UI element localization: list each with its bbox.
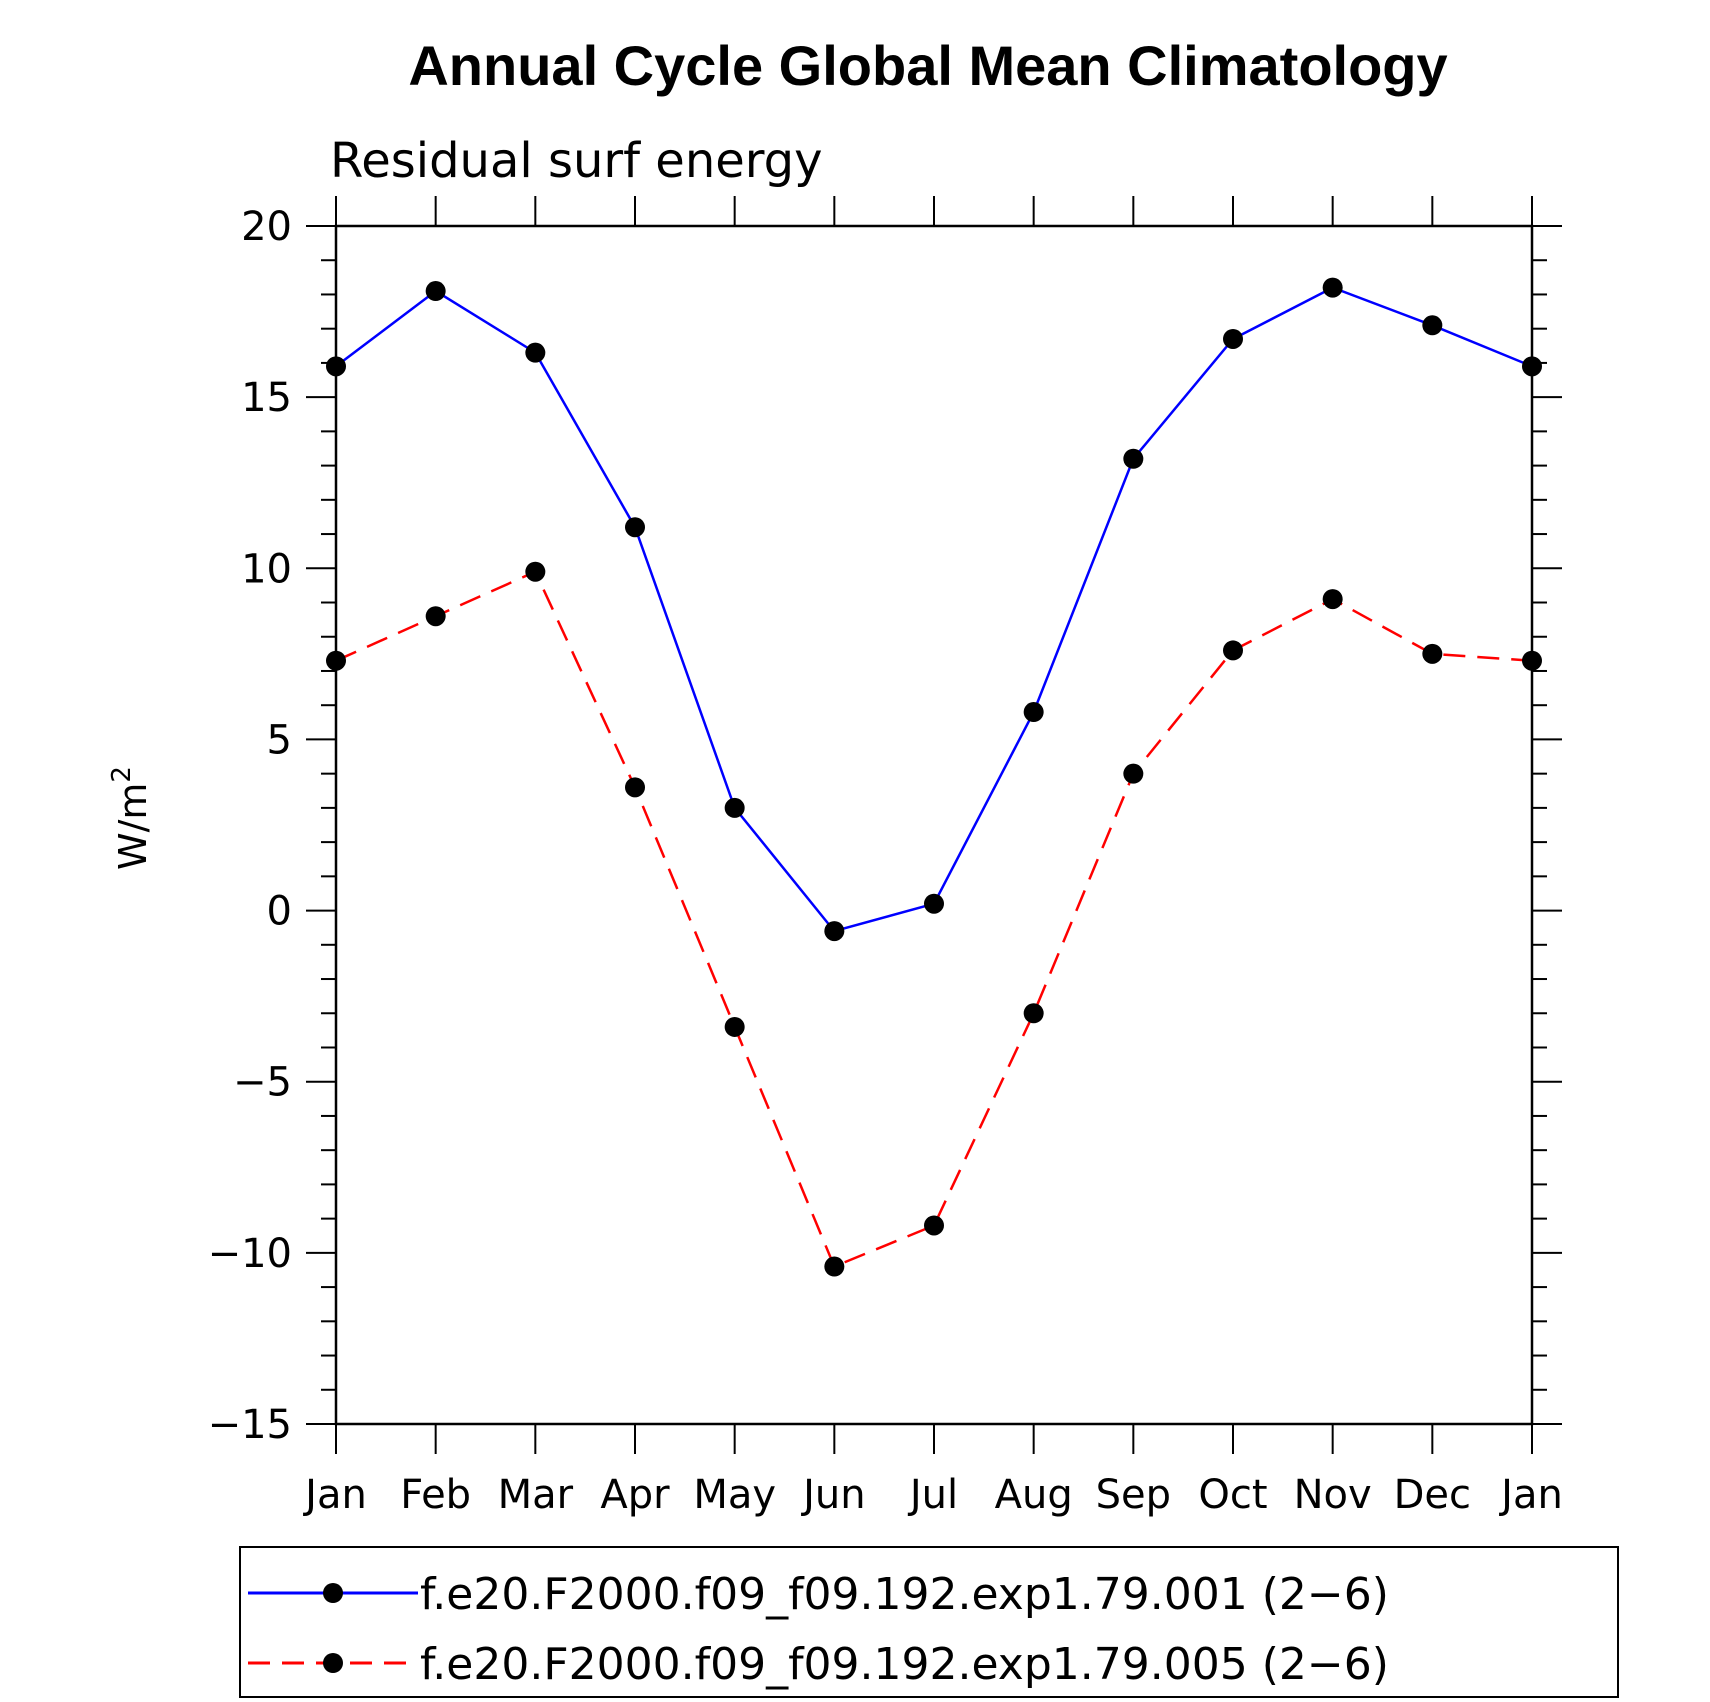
- x-tick-label: Oct: [1198, 1472, 1267, 1518]
- legend-label-series-1: f.e20.F2000.f09_f09.192.exp1.79.001 (2−6…: [420, 1569, 1389, 1620]
- series-1-point: [824, 921, 845, 942]
- chart-subtitle: Residual surf energy: [330, 133, 823, 189]
- series-line-2: [335, 570, 1533, 1269]
- chart-title: Annual Cycle Global Mean Climatology: [408, 34, 1447, 97]
- y-tick-label: −5: [233, 1060, 292, 1106]
- x-tick-label: Mar: [498, 1472, 574, 1518]
- series-2-point: [924, 1215, 944, 1236]
- series-1-point: [625, 517, 645, 538]
- series-2-point: [824, 1256, 845, 1277]
- plot-area: −15 −10 −5 0 5 10 15 20 Jan Feb Mar Apr May Jun Jul Aug…: [208, 196, 1563, 1518]
- series-1-point: [1322, 277, 1343, 298]
- x-tick-label: Nov: [1294, 1472, 1372, 1518]
- y-tick-label: −15: [208, 1402, 292, 1448]
- series-1-point: [724, 797, 745, 818]
- y-tick-label: 0: [267, 889, 292, 935]
- y-tick-label: −10: [208, 1231, 292, 1277]
- series-2-point: [1422, 643, 1443, 664]
- x-tick-label: Aug: [995, 1472, 1073, 1518]
- x-tick-label: Jul: [907, 1472, 958, 1518]
- series-2-point: [1223, 640, 1243, 661]
- series-1-point: [1522, 356, 1542, 377]
- y-tick-label: 20: [241, 204, 292, 250]
- series-2-point: [1322, 589, 1343, 610]
- series-line-1: [335, 286, 1533, 933]
- x-tick-label: Feb: [400, 1472, 471, 1518]
- series-2-point: [1023, 1003, 1044, 1024]
- x-tick-label: Dec: [1394, 1472, 1471, 1518]
- x-tick-label: Apr: [600, 1472, 670, 1518]
- y-tick-label: 15: [241, 375, 292, 421]
- series-2-point: [1123, 763, 1144, 784]
- series-2-point: [1522, 650, 1542, 671]
- x-tick-label: Jan: [302, 1472, 367, 1518]
- series-1-point: [1123, 448, 1144, 469]
- y-tick-label: 10: [241, 546, 292, 592]
- legend-box: [239, 1546, 1619, 1698]
- series-1-point: [425, 281, 446, 302]
- series-2-point: [525, 561, 546, 582]
- y-tick-label: 5: [267, 717, 292, 763]
- series-1-point: [525, 342, 546, 363]
- series-2-point: [425, 606, 446, 627]
- x-tick-label: Jun: [800, 1472, 866, 1518]
- series-1-point: [326, 356, 346, 377]
- x-tick-label: Sep: [1096, 1472, 1171, 1518]
- legend: f.e20.F2000.f09_f09.192.exp1.79.001 (2−6…: [239, 1546, 1619, 1698]
- x-tick-label: May: [693, 1472, 776, 1518]
- y-axis-label-superscript: 2: [107, 766, 137, 783]
- series-1-point: [1223, 328, 1243, 349]
- series-2-point: [625, 777, 645, 798]
- legend-marker-series-2: [323, 1653, 343, 1673]
- plot-frame: [334, 224, 1534, 1426]
- legend-marker-series-1: [323, 1583, 343, 1603]
- x-tick-label: Jan: [1498, 1472, 1563, 1518]
- series-1-point: [1023, 702, 1044, 723]
- series-2-point: [326, 650, 346, 671]
- legend-label-series-2: f.e20.F2000.f09_f09.192.exp1.79.005 (2−6…: [420, 1639, 1389, 1690]
- series-1-point: [924, 893, 944, 914]
- y-axis-label: W/m2: [107, 766, 155, 870]
- y-axis-label-base: W/m: [111, 783, 155, 870]
- series-2-point: [724, 1016, 745, 1037]
- series-1-point: [1422, 315, 1443, 336]
